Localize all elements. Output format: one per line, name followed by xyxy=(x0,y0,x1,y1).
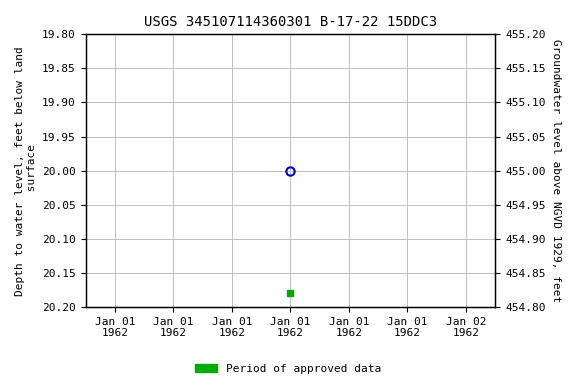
Legend: Period of approved data: Period of approved data xyxy=(191,359,385,379)
Title: USGS 345107114360301 B-17-22 15DDC3: USGS 345107114360301 B-17-22 15DDC3 xyxy=(144,15,437,29)
Y-axis label: Groundwater level above NGVD 1929, feet: Groundwater level above NGVD 1929, feet xyxy=(551,39,561,302)
Y-axis label: Depth to water level, feet below land
 surface: Depth to water level, feet below land su… xyxy=(15,46,37,296)
